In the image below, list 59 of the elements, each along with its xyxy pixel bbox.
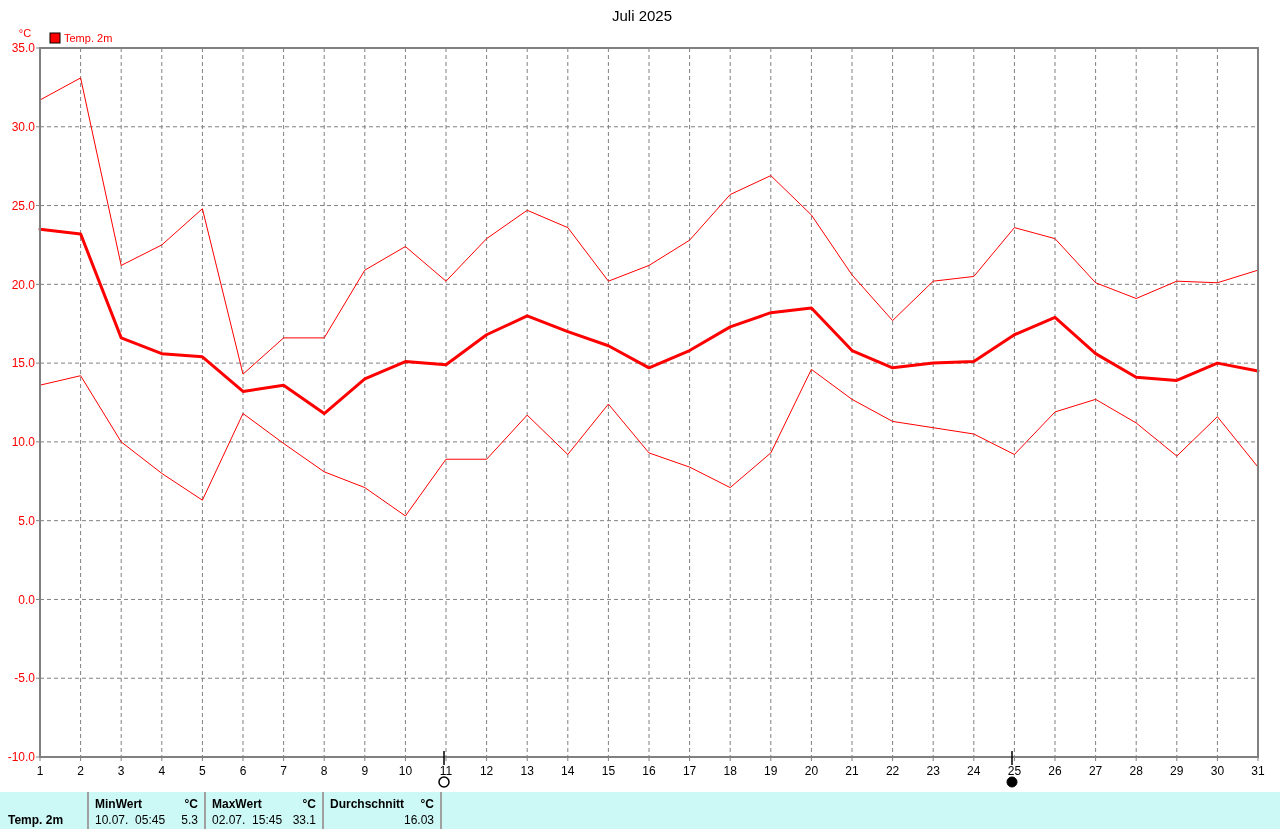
x-tick-label: 27 xyxy=(1088,764,1103,778)
x-tick-label: 15 xyxy=(601,764,616,778)
legend-label: Temp. 2m xyxy=(64,32,113,44)
text: MaxWert xyxy=(212,797,262,811)
line-series xyxy=(39,368,1259,517)
x-tick-label: 12 xyxy=(479,764,494,778)
chart-title: Juli 2025 xyxy=(611,7,673,24)
y-tick-label: -10.0 xyxy=(7,750,36,765)
x-tick-label: 16 xyxy=(642,764,656,778)
x-tick-label: 19 xyxy=(764,764,778,778)
text: Durchschnitt xyxy=(330,797,405,811)
text: °C xyxy=(302,797,317,811)
line-series xyxy=(38,227,1260,416)
x-tick-label: 29 xyxy=(1170,764,1184,778)
x-tick-label: 11 xyxy=(439,764,453,778)
y-tick-label: 30.0 xyxy=(11,119,36,134)
text: 02.07. 15:45 xyxy=(212,813,283,827)
x-tick-label: 8 xyxy=(320,764,328,778)
x-tick-label: 18 xyxy=(723,764,738,778)
text: °C xyxy=(420,797,435,811)
x-tick-label: 5 xyxy=(199,764,207,778)
x-tick-label: 7 xyxy=(280,764,288,778)
y-tick-label: 25.0 xyxy=(11,198,36,213)
line-series xyxy=(39,77,1259,375)
x-tick-label: 30 xyxy=(1210,764,1225,778)
x-tick-label: 22 xyxy=(885,764,900,778)
text: 5.3 xyxy=(181,813,199,827)
x-tick-label: 21 xyxy=(845,764,859,778)
x-tick-label: 24 xyxy=(967,764,981,778)
x-tick-label: 9 xyxy=(361,764,369,778)
y-tick-label: 20.0 xyxy=(11,277,36,292)
x-tick-label: 4 xyxy=(158,764,166,778)
x-tick-label: 13 xyxy=(520,764,535,778)
y-tick-label: 0.0 xyxy=(18,592,36,607)
x-tick-label: 3 xyxy=(117,764,125,778)
text: 16.03 xyxy=(403,813,435,827)
text: Temp. 2m xyxy=(8,813,64,827)
x-tick-label: 6 xyxy=(239,764,247,778)
x-tick-label: 26 xyxy=(1048,764,1062,778)
y-axis-title: °C xyxy=(18,27,32,39)
x-tick-label: 31 xyxy=(1251,764,1265,778)
y-tick-label: 35.0 xyxy=(11,41,36,56)
x-tick-label: 14 xyxy=(561,764,575,778)
x-tick-label: 20 xyxy=(804,764,819,778)
text: 10.07. 05:45 xyxy=(95,813,166,827)
y-tick-label: 10.0 xyxy=(11,435,36,450)
x-tick-label: 28 xyxy=(1129,764,1144,778)
x-tick-label: 2 xyxy=(77,764,85,778)
y-tick-label: 15.0 xyxy=(11,356,36,371)
x-tick-label: 1 xyxy=(36,764,44,778)
y-tick-label: -5.0 xyxy=(14,671,36,686)
x-tick-label: 10 xyxy=(398,764,413,778)
y-tick-label: 5.0 xyxy=(18,513,36,528)
text: °C xyxy=(184,797,199,811)
x-tick-label: 17 xyxy=(682,764,697,778)
x-tick-label: 25 xyxy=(1007,764,1022,778)
text: 33.1 xyxy=(292,813,317,827)
text: MinWert xyxy=(95,797,143,811)
x-tick-label: 23 xyxy=(926,764,941,778)
